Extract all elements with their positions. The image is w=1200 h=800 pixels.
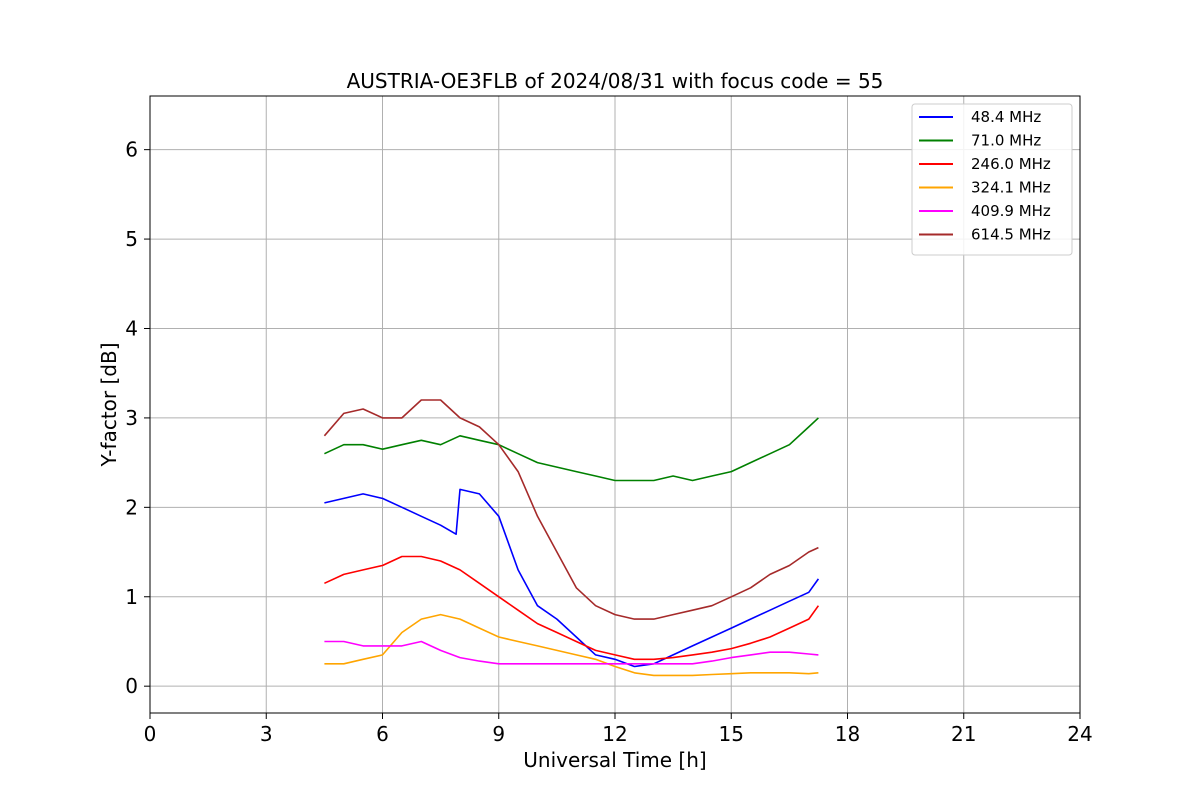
x-tick-label: 0 (144, 722, 157, 746)
x-tick-label: 9 (492, 722, 505, 746)
chart-title: AUSTRIA-OE3FLB of 2024/08/31 with focus … (347, 69, 884, 93)
series-line-5 (323, 399, 819, 620)
y-tick-label: 0 (125, 674, 138, 698)
y-tick-label: 1 (125, 585, 138, 609)
legend: 48.4 MHz 71.0 MHz 246.0 MHz 324.1 MHz 409.9 … (911, 103, 1073, 256)
x-axis-title: Universal Time [h] (523, 748, 706, 772)
x-tick-label: 3 (260, 722, 273, 746)
series-line-3 (324, 613, 819, 677)
y-tick-label: 5 (125, 227, 138, 251)
series-line-0 (324, 488, 820, 668)
x-tick-label: 12 (602, 722, 627, 746)
legend-label: 614.5 MHz (971, 226, 1051, 244)
y-tick-label: 2 (125, 495, 138, 519)
series-line-1 (324, 417, 819, 482)
x-tick-label: 6 (376, 722, 389, 746)
legend-label: 48.4 MHz (971, 108, 1041, 126)
legend-label: 71.0 MHz (971, 132, 1041, 150)
legend-label: 246.0 MHz (971, 155, 1051, 173)
series-layer (323, 399, 820, 677)
legend-label: 409.9 MHz (971, 202, 1051, 220)
x-tick-label: 21 (951, 722, 976, 746)
series-line-2 (324, 555, 820, 661)
y-tick-label: 4 (125, 316, 138, 340)
y-tick-label: 6 (125, 138, 138, 162)
y-axis-title: Y-factor [dB] (97, 342, 121, 467)
x-tick-label: 18 (835, 722, 860, 746)
y-tick-label: 3 (125, 406, 138, 430)
legend-box (911, 103, 1073, 256)
legend-label: 324.1 MHz (971, 179, 1051, 197)
x-tick-label: 15 (719, 722, 744, 746)
series-line-4 (324, 640, 819, 665)
x-tick-label: 24 (1067, 722, 1092, 746)
